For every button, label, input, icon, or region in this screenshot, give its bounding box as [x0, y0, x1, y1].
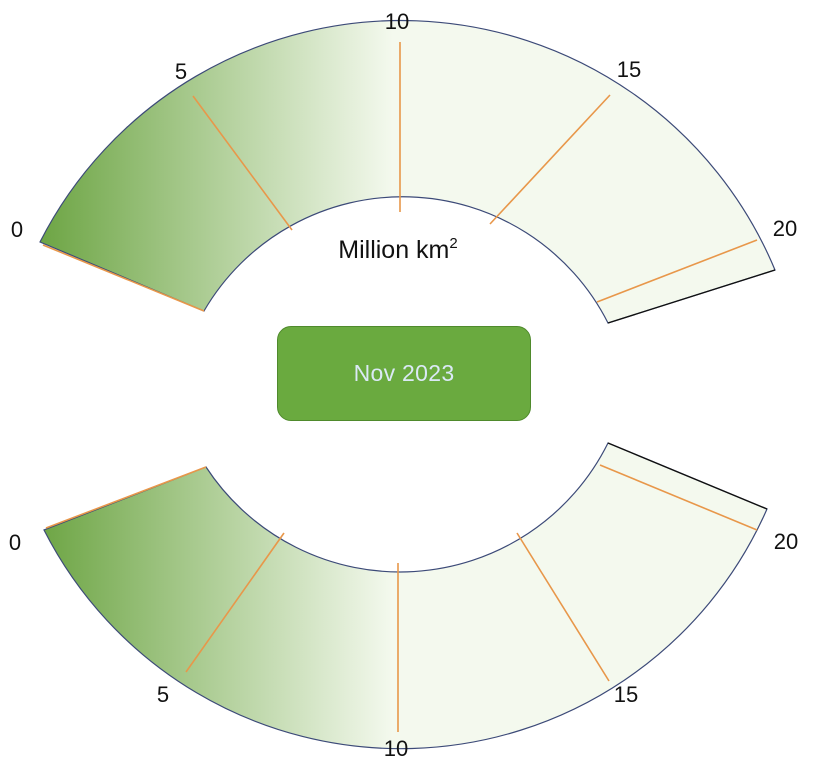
upper-tick-label-20: 20: [773, 216, 797, 241]
upper-tick-15: [489, 94, 611, 225]
lower-tick-label-5: 5: [157, 682, 169, 707]
upper-tick-label-15: 15: [617, 57, 641, 82]
date-badge: Nov 2023: [277, 326, 531, 421]
lower-gauge: 0 5 10 15 20: [9, 442, 798, 761]
unit-label-exponent: 2: [449, 235, 457, 252]
lower-tick-label-10: 10: [384, 736, 408, 761]
unit-label: Million km2: [338, 235, 457, 264]
unit-label-base: Million km: [338, 236, 449, 264]
upper-tick-20: [596, 239, 758, 303]
upper-tick-label-5: 5: [175, 59, 187, 84]
lower-tick-20: [599, 464, 758, 531]
upper-tick-5: [192, 95, 293, 231]
upper-gauge-end-edge: [607, 269, 776, 324]
lower-gauge-end-edge: [607, 442, 768, 510]
lower-gauge-ticks: [45, 464, 758, 732]
lower-gauge-band: [43, 442, 768, 750]
lower-tick-15: [516, 532, 610, 682]
upper-tick-label-10: 10: [385, 9, 409, 34]
upper-tick-0: [42, 244, 205, 312]
lower-tick-label-0: 0: [9, 530, 21, 555]
upper-gauge-ticks: [42, 42, 758, 312]
lower-tick-5: [185, 532, 285, 673]
upper-gauge: 0 5 10 15 20: [11, 9, 797, 324]
lower-tick-label-15: 15: [614, 682, 638, 707]
lower-tick-0: [45, 466, 207, 529]
date-badge-label: Nov 2023: [353, 360, 455, 386]
upper-tick-label-0: 0: [11, 217, 23, 242]
upper-gauge-tick-labels: 0 5 10 15 20: [11, 9, 797, 242]
lower-tick-label-20: 20: [774, 529, 798, 554]
upper-gauge-band: [39, 19, 776, 324]
lower-gauge-tick-labels: 0 5 10 15 20: [9, 529, 798, 761]
